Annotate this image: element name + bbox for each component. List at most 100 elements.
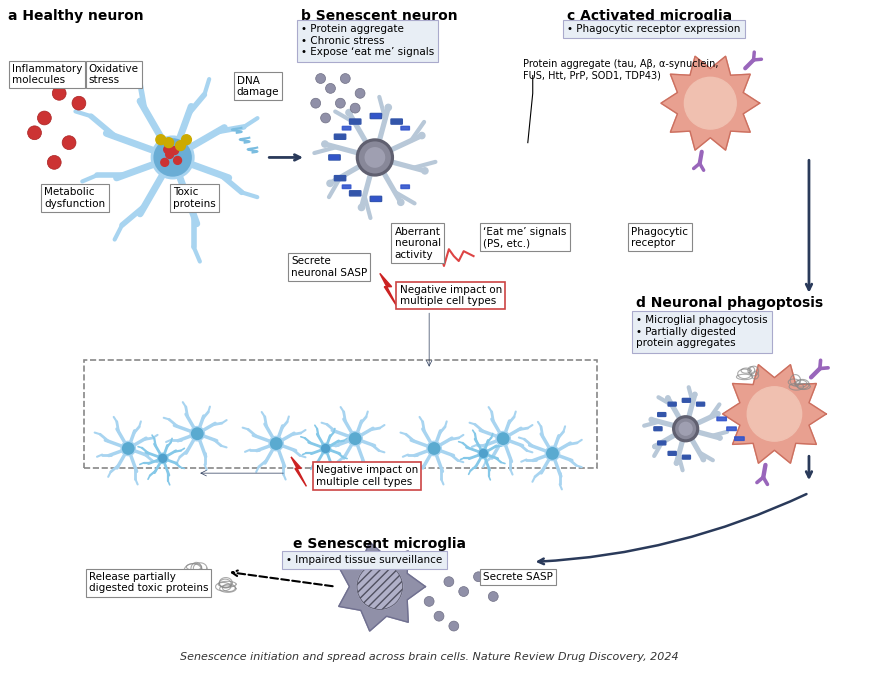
Circle shape: [161, 158, 169, 166]
Circle shape: [340, 73, 350, 84]
FancyBboxPatch shape: [371, 197, 380, 201]
Circle shape: [448, 621, 458, 631]
FancyBboxPatch shape: [696, 402, 704, 406]
Circle shape: [62, 135, 76, 150]
Text: d Neuronal phagoptosis: d Neuronal phagoptosis: [635, 296, 822, 309]
Circle shape: [182, 135, 191, 145]
FancyBboxPatch shape: [653, 427, 661, 431]
Circle shape: [176, 141, 185, 150]
Circle shape: [310, 98, 321, 108]
Circle shape: [350, 103, 360, 113]
Circle shape: [458, 586, 468, 596]
Ellipse shape: [495, 431, 510, 446]
Circle shape: [665, 396, 669, 400]
Circle shape: [488, 592, 498, 601]
Ellipse shape: [152, 137, 193, 178]
Polygon shape: [660, 56, 759, 150]
Text: • Impaired tissue surveillance: • Impaired tissue surveillance: [286, 555, 441, 565]
Circle shape: [355, 88, 365, 98]
Circle shape: [715, 412, 720, 416]
Text: ‘Eat me’ signals
(PS, etc.): ‘Eat me’ signals (PS, etc.): [483, 226, 566, 248]
FancyBboxPatch shape: [334, 176, 345, 181]
FancyBboxPatch shape: [401, 126, 409, 130]
Polygon shape: [338, 542, 425, 631]
Circle shape: [72, 96, 86, 110]
FancyBboxPatch shape: [370, 113, 381, 119]
Polygon shape: [291, 457, 306, 487]
Circle shape: [418, 133, 424, 139]
Circle shape: [163, 146, 171, 154]
Ellipse shape: [364, 147, 385, 168]
Circle shape: [652, 444, 656, 449]
Ellipse shape: [545, 446, 559, 460]
Ellipse shape: [121, 441, 136, 456]
Circle shape: [356, 564, 402, 609]
FancyBboxPatch shape: [657, 441, 665, 445]
Text: DNA
damage: DNA damage: [236, 75, 279, 97]
Text: c Activated microglia: c Activated microglia: [567, 9, 732, 24]
FancyBboxPatch shape: [733, 437, 743, 440]
Text: b Senescent neuron: b Senescent neuron: [301, 9, 457, 24]
Ellipse shape: [673, 417, 697, 441]
FancyBboxPatch shape: [401, 185, 409, 189]
Text: Phagocytic
receptor: Phagocytic receptor: [631, 226, 687, 248]
Circle shape: [321, 113, 330, 123]
FancyBboxPatch shape: [716, 417, 726, 421]
Ellipse shape: [678, 422, 692, 436]
Ellipse shape: [357, 140, 392, 175]
Text: • Phagocytic receptor expression: • Phagocytic receptor expression: [567, 24, 740, 34]
Circle shape: [684, 78, 735, 129]
Circle shape: [174, 156, 182, 164]
Circle shape: [717, 436, 721, 440]
Circle shape: [692, 392, 696, 396]
Circle shape: [385, 104, 391, 111]
Circle shape: [156, 135, 166, 145]
Circle shape: [52, 86, 66, 100]
Text: Release partially
digested toxic proteins: Release partially digested toxic protein…: [89, 572, 208, 593]
FancyBboxPatch shape: [342, 126, 350, 130]
Circle shape: [700, 458, 705, 462]
FancyBboxPatch shape: [726, 427, 735, 431]
Circle shape: [746, 387, 800, 441]
FancyBboxPatch shape: [657, 412, 665, 417]
Ellipse shape: [348, 431, 362, 446]
Circle shape: [327, 180, 333, 187]
Text: e Senescent microglia: e Senescent microglia: [293, 537, 466, 551]
Text: Secrete
neuronal SASP: Secrete neuronal SASP: [291, 256, 367, 278]
Circle shape: [424, 596, 434, 607]
FancyBboxPatch shape: [330, 156, 338, 159]
FancyBboxPatch shape: [667, 452, 675, 455]
Text: Aberrant
neuronal
activity: Aberrant neuronal activity: [395, 226, 441, 259]
Circle shape: [43, 71, 56, 86]
Text: Protein aggregate (tau, Aβ, α-synuclein,
FUS, Htt, PrP, SOD1, TDP43): Protein aggregate (tau, Aβ, α-synuclein,…: [522, 59, 718, 80]
Text: a Healthy neuron: a Healthy neuron: [8, 9, 143, 24]
Text: Negative impact on
multiple cell types: Negative impact on multiple cell types: [399, 284, 501, 306]
FancyBboxPatch shape: [667, 402, 675, 406]
Circle shape: [358, 204, 364, 210]
FancyBboxPatch shape: [390, 119, 401, 124]
Circle shape: [397, 200, 403, 206]
Circle shape: [325, 84, 335, 93]
Ellipse shape: [269, 437, 283, 451]
FancyBboxPatch shape: [342, 185, 350, 189]
Text: Toxic
proteins: Toxic proteins: [172, 187, 216, 209]
Circle shape: [166, 150, 174, 158]
Text: Negative impact on
multiple cell types: Negative impact on multiple cell types: [315, 465, 417, 487]
Text: • Microglial phagocytosis
• Partially digested
protein aggregates: • Microglial phagocytosis • Partially di…: [635, 315, 767, 348]
Circle shape: [315, 73, 325, 84]
Text: Metabolic
dysfunction: Metabolic dysfunction: [44, 187, 105, 209]
FancyBboxPatch shape: [349, 119, 361, 124]
FancyBboxPatch shape: [349, 191, 361, 196]
Ellipse shape: [427, 441, 441, 456]
FancyBboxPatch shape: [681, 398, 690, 402]
Circle shape: [322, 141, 328, 147]
Circle shape: [673, 461, 678, 465]
FancyBboxPatch shape: [334, 134, 345, 140]
FancyBboxPatch shape: [370, 196, 381, 202]
FancyBboxPatch shape: [681, 455, 690, 459]
FancyBboxPatch shape: [371, 114, 380, 118]
Circle shape: [434, 611, 443, 621]
Circle shape: [473, 572, 483, 582]
Ellipse shape: [320, 443, 330, 454]
Circle shape: [170, 147, 178, 154]
